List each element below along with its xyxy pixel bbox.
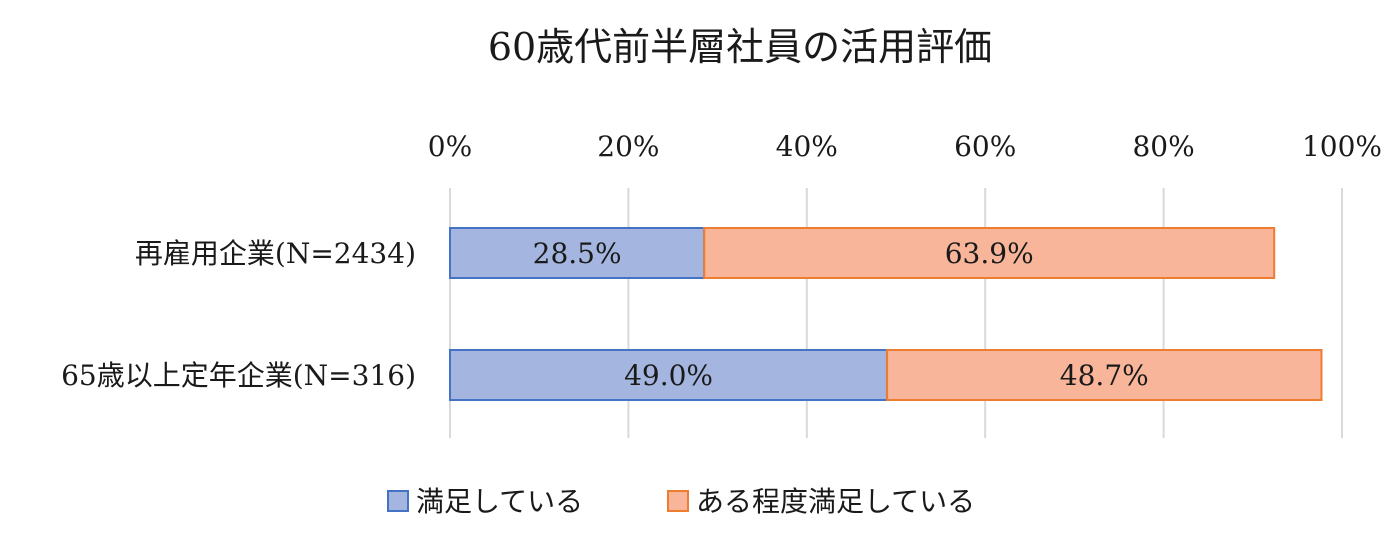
legend-swatch xyxy=(667,490,689,512)
x-tick-label: 100% xyxy=(1302,130,1382,163)
x-tick-label: 60% xyxy=(954,130,1016,163)
x-axis-ticks: 0% 20% 40% 60% 80% 100% xyxy=(428,130,1382,163)
legend-label: 満足している xyxy=(416,485,583,518)
bar-segment xyxy=(449,227,706,279)
legend: 満足している ある程度満足している xyxy=(387,485,975,518)
category-label: 再雇用企業(N=2434) xyxy=(135,237,416,270)
x-tick-label: 80% xyxy=(1132,130,1194,163)
x-tick-label: 20% xyxy=(597,130,659,163)
data-label: 49.0% xyxy=(624,359,713,392)
legend-swatch xyxy=(387,490,409,512)
x-tick-label: 0% xyxy=(428,130,472,163)
data-labels: 28.5% 63.9% 49.0% 48.7% xyxy=(533,237,1149,392)
data-label: 63.9% xyxy=(945,237,1034,270)
bar-segment xyxy=(886,349,1323,401)
data-label: 48.7% xyxy=(1060,359,1149,392)
x-tick-label: 40% xyxy=(776,130,838,163)
bars xyxy=(449,227,1323,401)
category-label: 65歳以上定年企業(N=316) xyxy=(61,359,416,392)
chart-title: 60歳代前半層社員の活用評価 xyxy=(488,25,992,69)
bar-segment xyxy=(703,227,1276,279)
legend-label: ある程度満足している xyxy=(696,485,975,518)
data-label: 28.5% xyxy=(533,237,622,270)
category-labels: 再雇用企業(N=2434) 65歳以上定年企業(N=316) xyxy=(61,237,416,392)
